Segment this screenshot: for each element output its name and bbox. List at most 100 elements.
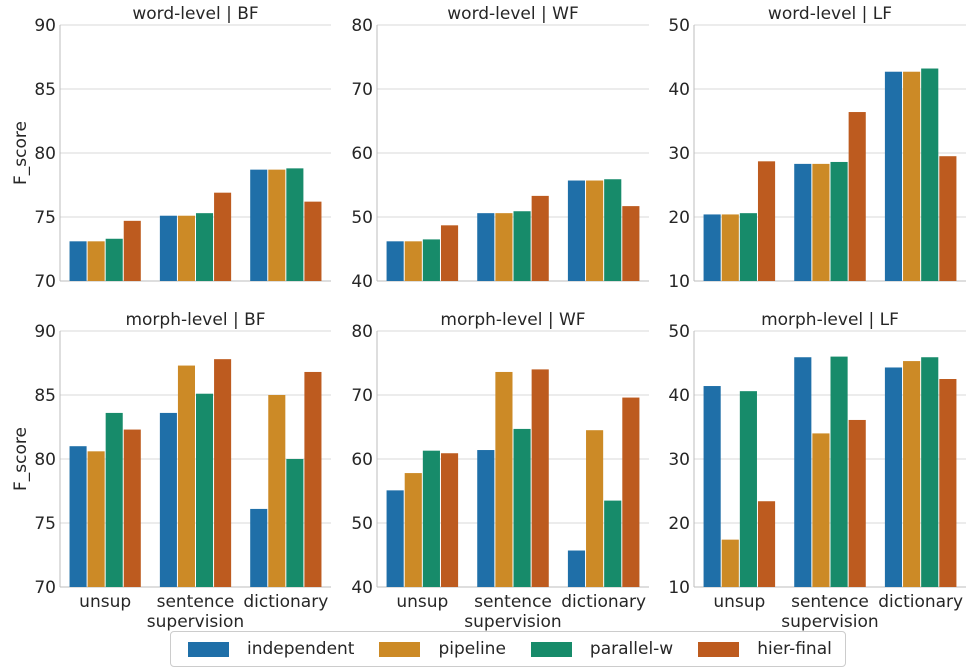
- subplot-title: morph-level | LF: [761, 310, 899, 330]
- bar-hier-final-1: [214, 192, 232, 281]
- bar-independent-1: [794, 357, 812, 587]
- bar-hier-final-2: [622, 397, 640, 587]
- x-category-label: unsup: [396, 592, 448, 612]
- bar-parallel-w-1: [830, 356, 848, 587]
- bar-independent-2: [567, 550, 586, 587]
- bar-parallel-w-0: [105, 412, 123, 587]
- subplot-3: 10 20 30 40 50 word-level | LF: [668, 4, 966, 292]
- bar-hier-final-2: [622, 206, 640, 281]
- bar-parallel-w-2: [921, 357, 939, 587]
- bar-independent-2: [250, 508, 268, 587]
- legend-swatch-pipeline: [379, 641, 421, 657]
- legend-label-hier-final: hier-final: [757, 639, 832, 659]
- y-tick-label: 60: [351, 144, 373, 164]
- legend-label-independent: independent: [247, 639, 355, 659]
- bar-pipeline-1: [495, 371, 513, 587]
- bar-hier-final-1: [531, 369, 549, 587]
- bar-independent-0: [386, 490, 404, 587]
- legend-label-pipeline: pipeline: [438, 639, 506, 659]
- bar-parallel-w-1: [513, 428, 531, 587]
- legend-item-independent: independent: [188, 639, 354, 659]
- bar-independent-1: [159, 215, 177, 281]
- bar-pipeline-0: [87, 241, 105, 281]
- bar-hier-final-0: [440, 453, 459, 587]
- y-tick-label: 90: [34, 16, 56, 36]
- y-tick-label: 50: [668, 16, 690, 36]
- bar-parallel-w-2: [604, 179, 622, 281]
- bar-independent-0: [69, 241, 87, 281]
- bar-independent-1: [159, 412, 177, 587]
- bar-hier-final-1: [848, 419, 866, 587]
- y-tick-label: 80: [34, 450, 56, 470]
- y-tick-label: 10: [668, 272, 690, 292]
- bar-independent-0: [69, 446, 87, 587]
- bar-hier-final-2: [939, 156, 957, 281]
- bar-independent-0: [703, 386, 721, 587]
- bar-pipeline-2: [586, 180, 604, 281]
- bar-pipeline-2: [268, 169, 286, 281]
- bar-parallel-w-0: [739, 213, 757, 281]
- x-category-label: unsup: [713, 592, 765, 612]
- y-tick-label: 40: [351, 578, 373, 598]
- x-category-label: sentence supervision: [147, 592, 244, 632]
- legend-swatch-independent: [188, 641, 229, 657]
- legend-swatch-parallel-w: [530, 641, 572, 657]
- subplot-title: word-level | BF: [132, 4, 258, 24]
- bar-parallel-w-1: [196, 213, 214, 281]
- bar-pipeline-1: [177, 215, 195, 281]
- x-category-label: sentence supervision: [781, 592, 878, 632]
- y-tick-label: 70: [34, 578, 56, 598]
- subplot-title: morph-level | WF: [440, 310, 585, 330]
- bar-hier-final-2: [304, 201, 322, 281]
- y-tick-label: 75: [34, 514, 56, 534]
- y-tick-label: 60: [351, 450, 373, 470]
- bar-pipeline-1: [495, 213, 513, 281]
- y-tick-label: 10: [668, 578, 690, 598]
- bar-parallel-w-1: [513, 211, 531, 281]
- bar-pipeline-2: [903, 361, 921, 587]
- bar-pipeline-0: [404, 241, 422, 281]
- subplot-1: 70 75 80 85 90 word-level | BF F_score: [11, 4, 331, 292]
- bar-pipeline-2: [586, 430, 604, 587]
- y-tick-label: 40: [351, 272, 373, 292]
- legend-item-hier-final: hier-final: [698, 639, 832, 659]
- bar-parallel-w-1: [196, 393, 214, 587]
- bar-independent-0: [386, 241, 404, 281]
- subplot-title: word-level | LF: [768, 4, 892, 24]
- bar-pipeline-1: [812, 433, 830, 587]
- y-tick-label: 70: [351, 386, 373, 406]
- y-tick-label: 40: [668, 80, 690, 100]
- legend-item-pipeline: pipeline: [379, 639, 506, 659]
- y-tick-label: 80: [351, 322, 373, 342]
- bar-pipeline-0: [404, 473, 422, 587]
- y-tick-label: 80: [34, 144, 56, 164]
- subplot-2: 40 50 60 70 80 word-level | WF: [351, 4, 649, 292]
- bar-parallel-w-2: [286, 168, 304, 281]
- bar-parallel-w-1: [830, 161, 848, 281]
- bar-hier-final-1: [848, 112, 866, 281]
- bar-pipeline-0: [721, 539, 739, 587]
- bar-hier-final-0: [123, 220, 141, 281]
- y-tick-label: 50: [351, 514, 373, 534]
- subplot-title: word-level | WF: [447, 4, 578, 24]
- bar-parallel-w-2: [921, 68, 939, 282]
- y-tick-label: 40: [668, 386, 690, 406]
- bar-parallel-w-2: [604, 500, 622, 587]
- y-tick-label: 85: [34, 386, 56, 406]
- legend-swatch-hier-final: [698, 641, 740, 657]
- bar-pipeline-0: [721, 214, 739, 281]
- bar-hier-final-2: [304, 371, 322, 587]
- bar-hier-final-2: [939, 379, 957, 587]
- bar-hier-final-1: [214, 359, 232, 587]
- y-tick-label: 20: [668, 208, 690, 228]
- x-category-label: dictionary: [561, 592, 646, 612]
- bar-parallel-w-0: [422, 450, 440, 587]
- subplot-title: morph-level | BF: [125, 310, 265, 330]
- bar-independent-0: [703, 214, 721, 281]
- x-category-label: sentence supervision: [464, 592, 561, 632]
- y-tick-label: 30: [668, 450, 690, 470]
- subplot-5: 40 50 60 70 80 morph-level | WF unsup sentence s…: [351, 310, 649, 632]
- bar-pipeline-0: [87, 451, 105, 587]
- legend: independent pipeline parallel-w hier-fin…: [170, 631, 846, 667]
